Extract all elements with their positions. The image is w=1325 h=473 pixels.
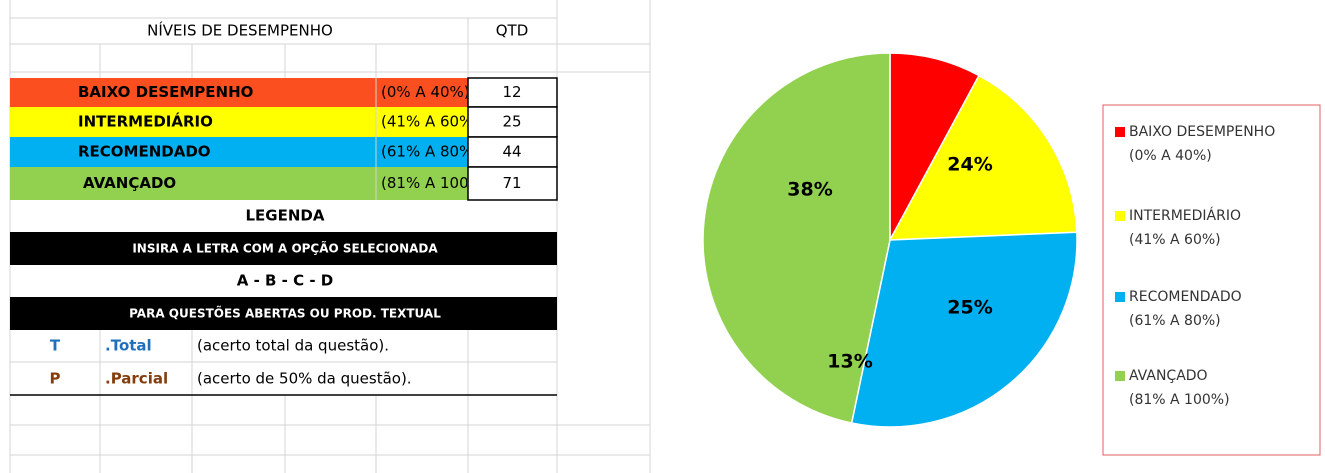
qty-value: 25 (502, 113, 521, 131)
legend-label: INTERMEDIÁRIO (1129, 207, 1241, 224)
options: A - B - C - D (237, 272, 334, 290)
pie-slice (889, 52, 981, 241)
qty-cell (467, 166, 558, 201)
code-letter: P (50, 370, 61, 388)
level-row (10, 137, 468, 167)
open-title: PARA QUESTÕES ABERTAS OU PROD. TEXTUAL (129, 306, 441, 321)
pie-slice (888, 74, 1078, 241)
header-qty: QTD (496, 22, 529, 40)
level-range: (41% A 60%) (381, 113, 479, 131)
legend-label: BAIXO DESEMPENHO (1129, 124, 1275, 140)
legend-range: (81% A 100%) (1129, 392, 1230, 408)
legend-label: AVANÇADO (1129, 368, 1208, 384)
legend-swatch (1115, 127, 1125, 137)
pie-chart: 24% 25% 13% 38% (702, 52, 1078, 428)
pie-slice (850, 231, 1078, 428)
level-row (10, 167, 468, 200)
code-desc: (acerto total da questão). (197, 337, 389, 355)
code-name: .Parcial (105, 370, 168, 388)
pie-annotation: 13% (827, 351, 872, 373)
level-row (10, 78, 468, 107)
level-name: AVANÇADO (83, 174, 176, 192)
pie-annotation: 25% (947, 297, 992, 319)
level-name: INTERMEDIÁRIO (78, 112, 213, 131)
legend-title: LEGENDA (246, 207, 325, 225)
code-letter: T (50, 337, 61, 355)
legend-label: RECOMENDADO (1129, 289, 1242, 305)
level-name: RECOMENDADO (78, 143, 211, 161)
legend-box (1102, 104, 1321, 456)
legend-range: (41% A 60%) (1129, 232, 1221, 248)
level-rows: BAIXO DESEMPENHO (0% A 40%) 12 INTERMEDIÁRI… (10, 77, 558, 201)
legend: BAIXO DESEMPENHO (0% A 40%) INTERMEDIÁRIO (… (1115, 124, 1275, 408)
qty-value: 71 (502, 174, 521, 192)
code-name: .Total (105, 337, 152, 355)
pie-slice (702, 52, 891, 424)
legend-range: (61% A 80%) (1129, 313, 1221, 329)
legend-swatch (1115, 371, 1125, 381)
qty-value: 44 (502, 143, 521, 161)
qty-cell (467, 77, 558, 108)
legend-swatch (1115, 292, 1125, 302)
legend-range: (0% A 40%) (1129, 148, 1212, 164)
black-row (10, 297, 557, 330)
pie-annotation: 24% (947, 154, 992, 176)
level-range: (81% A 100%) (381, 174, 489, 192)
header-level: NÍVEIS DE DESEMPENHO (147, 21, 333, 40)
level-row (10, 107, 468, 137)
level-range: (0% A 40%) (381, 83, 470, 101)
code-desc: (acerto de 50% da questão). (197, 370, 412, 388)
code-rows: T .Total (acerto total da questão). P .P… (10, 330, 557, 396)
pie-annotation: 38% (787, 179, 832, 201)
black-row (10, 232, 557, 265)
legend-swatch (1115, 211, 1125, 221)
instruction: INSIRA A LETRA COM A OPÇÃO SELECIONADA (132, 241, 438, 256)
qty-value: 12 (502, 83, 521, 101)
level-name: BAIXO DESEMPENHO (78, 83, 253, 101)
level-range: (61% A 80%) (381, 143, 479, 161)
